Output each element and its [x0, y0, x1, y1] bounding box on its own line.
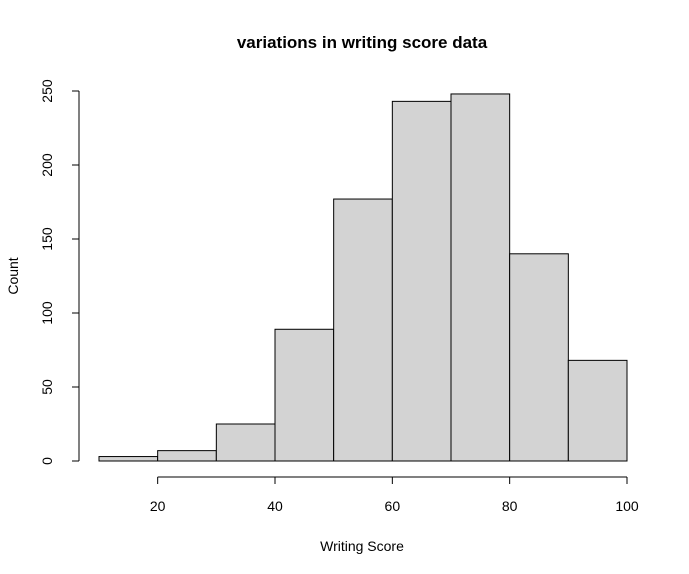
histogram-bar-2 — [215, 423, 276, 462]
y-tick-label-0: 0 — [39, 457, 55, 465]
chart-title: variations in writing score data — [237, 33, 488, 52]
bars-group — [98, 93, 628, 462]
y-tick-label-100: 100 — [39, 301, 55, 325]
histogram-bar-6 — [450, 93, 511, 462]
histogram-bar-7 — [509, 253, 569, 462]
y-axis: 0 50 100 150 200 250 — [39, 79, 80, 465]
y-tick-label-200: 200 — [39, 153, 55, 177]
histogram-bar-4 — [333, 198, 393, 462]
x-tick-label-20: 20 — [150, 498, 166, 514]
y-tick-label-150: 150 — [39, 227, 55, 251]
y-axis-label: Count — [5, 257, 21, 294]
x-tick-label-80: 80 — [502, 498, 518, 514]
histogram-bar-5 — [391, 100, 452, 462]
x-tick-label-100: 100 — [615, 498, 639, 514]
histogram-bar-8 — [567, 359, 628, 462]
histogram-bar-3 — [274, 328, 335, 462]
histogram-bar-1 — [157, 450, 217, 462]
x-axis: 20 40 60 80 100 — [150, 476, 639, 514]
y-tick-label-50: 50 — [39, 379, 55, 395]
x-axis-label: Writing Score — [320, 538, 404, 554]
x-tick-label-60: 60 — [385, 498, 401, 514]
x-tick-label-40: 40 — [267, 498, 283, 514]
y-tick-label-250: 250 — [39, 79, 55, 103]
histogram-bar-0 — [98, 456, 159, 462]
